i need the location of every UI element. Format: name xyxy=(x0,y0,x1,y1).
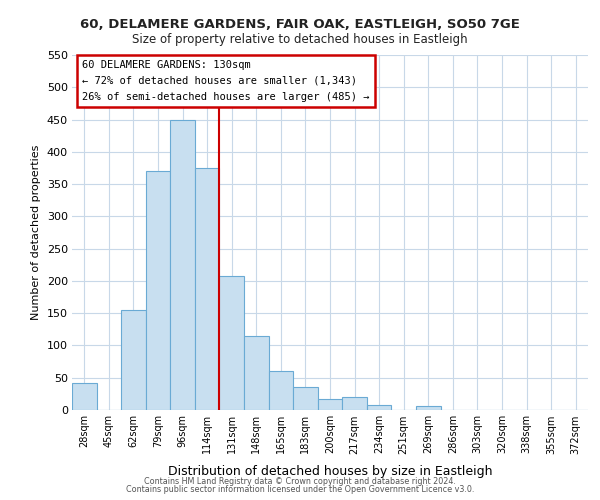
Bar xyxy=(72,383,97,410)
Bar xyxy=(342,397,367,410)
Text: Contains HM Land Registry data © Crown copyright and database right 2024.: Contains HM Land Registry data © Crown c… xyxy=(144,477,456,486)
X-axis label: Distribution of detached houses by size in Eastleigh: Distribution of detached houses by size … xyxy=(168,464,492,477)
Y-axis label: Number of detached properties: Number of detached properties xyxy=(31,145,41,320)
Bar xyxy=(416,406,440,410)
Bar xyxy=(244,336,269,410)
Text: 60 DELAMERE GARDENS: 130sqm
← 72% of detached houses are smaller (1,343)
26% of : 60 DELAMERE GARDENS: 130sqm ← 72% of det… xyxy=(82,60,370,102)
Bar xyxy=(269,372,293,410)
Bar xyxy=(367,405,391,410)
Bar xyxy=(293,388,318,410)
Bar xyxy=(146,171,170,410)
Text: 60, DELAMERE GARDENS, FAIR OAK, EASTLEIGH, SO50 7GE: 60, DELAMERE GARDENS, FAIR OAK, EASTLEIG… xyxy=(80,18,520,30)
Bar xyxy=(220,276,244,410)
Text: Size of property relative to detached houses in Eastleigh: Size of property relative to detached ho… xyxy=(132,32,468,46)
Bar xyxy=(318,399,342,410)
Bar xyxy=(195,168,220,410)
Text: Contains public sector information licensed under the Open Government Licence v3: Contains public sector information licen… xyxy=(126,485,474,494)
Bar xyxy=(170,120,195,410)
Bar xyxy=(121,310,146,410)
